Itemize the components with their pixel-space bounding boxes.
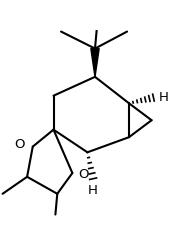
Text: O: O xyxy=(15,138,25,151)
Text: H: H xyxy=(159,91,169,104)
Text: O: O xyxy=(78,168,89,182)
Polygon shape xyxy=(91,49,99,77)
Text: H: H xyxy=(88,184,98,197)
